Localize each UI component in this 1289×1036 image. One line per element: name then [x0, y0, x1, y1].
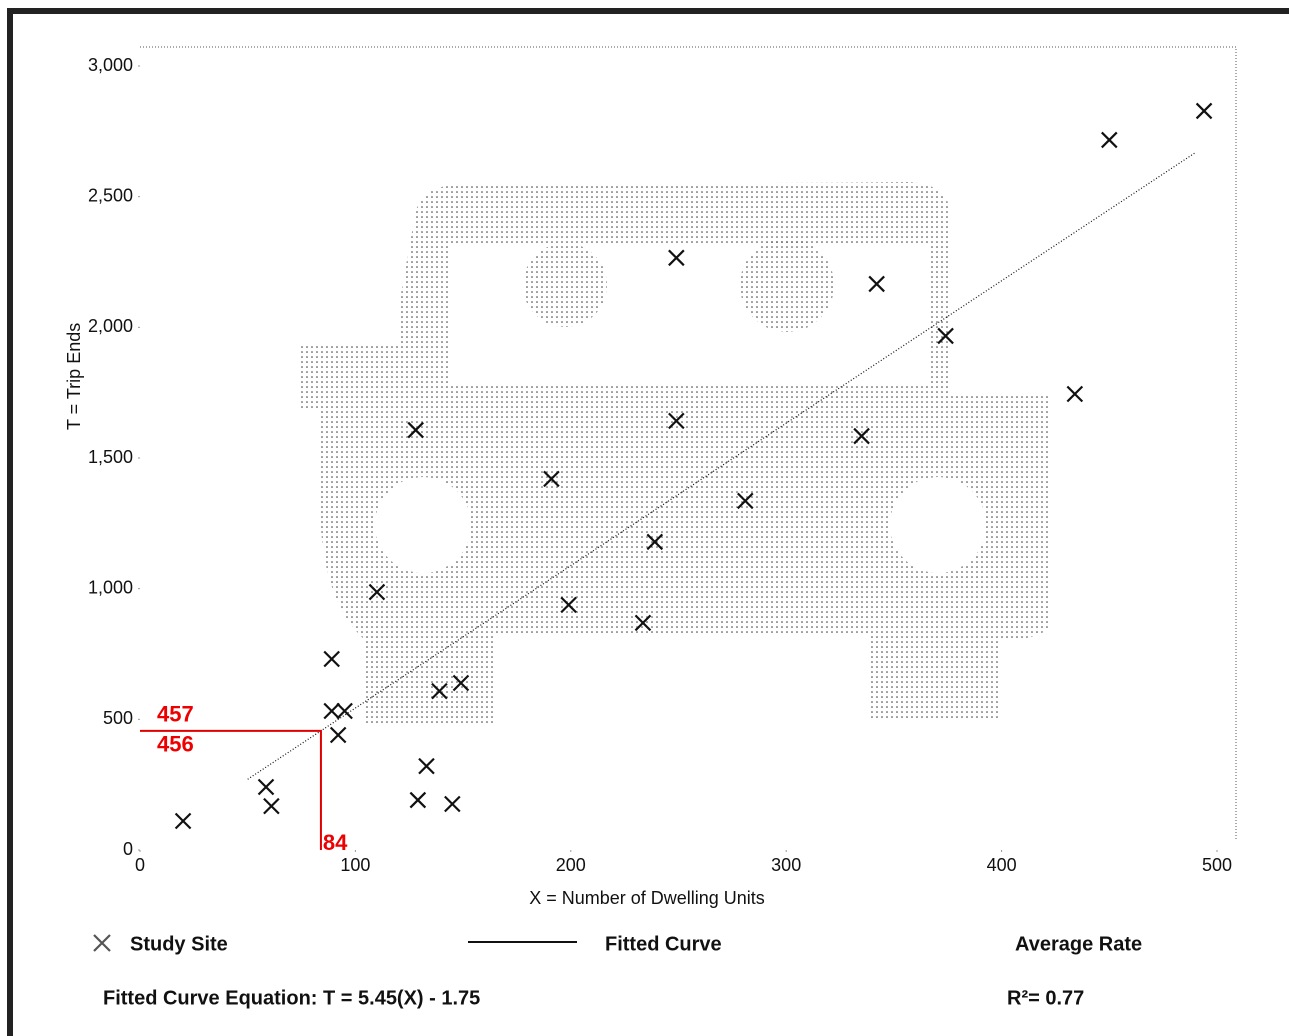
point: [1195, 102, 1213, 120]
fitted-curve: [247, 152, 1196, 780]
point: [431, 682, 448, 700]
y-tick-label: 1,500: [88, 447, 133, 467]
point: [323, 650, 340, 668]
r-squared: R²= 0.77: [1007, 987, 1084, 1009]
point: [409, 791, 427, 809]
annotation-line: [140, 729, 322, 850]
point: [853, 427, 870, 445]
point: [452, 674, 470, 692]
y-axis-label: T = Trip Ends: [64, 323, 84, 430]
point: [668, 412, 685, 430]
legend-label: Average Rate: [1015, 933, 1142, 955]
x-tick-label: 500: [1202, 855, 1232, 875]
y-tick-label: 2,500: [88, 185, 133, 205]
point: [668, 249, 685, 267]
x-tick-label: 200: [556, 855, 586, 875]
annotation-label: 84: [323, 830, 348, 855]
legend: Study Site Fitted Curve Average Rate Fit…: [103, 933, 1142, 1009]
point: [263, 797, 280, 815]
point: [336, 702, 353, 720]
point: [560, 596, 577, 614]
point: [937, 327, 954, 345]
point: [1101, 131, 1118, 149]
point: [646, 533, 664, 551]
x-axis-label: X = Number of Dwelling Units: [529, 888, 765, 908]
y-tick-label: 0: [123, 839, 133, 859]
watermark-car: [300, 182, 1050, 725]
y-tick-label: 2,000: [88, 316, 133, 336]
point: [634, 614, 652, 632]
x-tick-label: 0: [135, 855, 145, 875]
point: [174, 812, 192, 830]
point: [323, 702, 340, 720]
point: [418, 757, 435, 775]
point: [868, 275, 885, 293]
y-tick-label: 3,000: [88, 55, 133, 75]
point: [368, 583, 386, 601]
point: [329, 726, 347, 744]
x-tick-label: 400: [987, 855, 1017, 875]
x-tick-label: 100: [340, 855, 370, 875]
point: [444, 795, 461, 813]
point: [543, 470, 560, 488]
point: [407, 421, 424, 439]
x-tick-label: 300: [771, 855, 801, 875]
point: [1066, 385, 1084, 403]
annotation-label: 456: [157, 732, 194, 757]
annotation-label: 457: [157, 702, 194, 727]
legend-marker: [93, 934, 111, 952]
plot-border: [140, 46, 1237, 840]
legend-label: Fitted Curve: [605, 933, 722, 955]
equation: Fitted Curve Equation: T = 5.45(X) - 1.7…: [103, 987, 480, 1009]
point: [257, 778, 275, 796]
frame: [7, 8, 1289, 1036]
legend-label: Study Site: [130, 933, 228, 955]
y-tick-label: 1,000: [88, 577, 133, 597]
point: [736, 492, 754, 510]
y-tick-label: 500: [103, 708, 133, 728]
